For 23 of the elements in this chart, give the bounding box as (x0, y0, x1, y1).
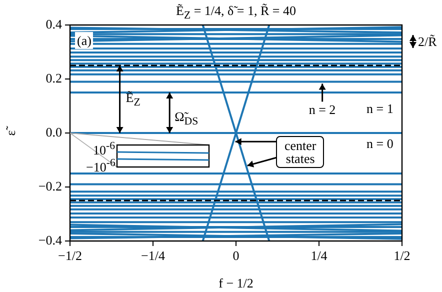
y-tick-label: −0.2 (38, 178, 62, 194)
x-axis-title: f − 1/2 (218, 276, 254, 291)
annotation: center states (276, 136, 324, 168)
x-tick-label: −1/2 (58, 248, 82, 264)
y-axis-title: ε̃ (3, 125, 18, 136)
annotation: n = 1 (366, 100, 394, 116)
annotation: 10$^{-6}$ (93, 140, 116, 157)
y-tick-label: 0.0 (46, 124, 62, 140)
chart-title: Ẽ$_{Z}$ = 1/4, δ̃ = 1, R̃ = 40 (175, 3, 297, 22)
text: 2/R̃ (418, 34, 437, 48)
annotation: Ẽ$_{Z}$ (126, 90, 140, 108)
y-tick-label: 0.2 (46, 70, 62, 86)
annotation: −10$^{-6}$ (86, 156, 116, 174)
annotation: n = 2 (308, 102, 336, 118)
x-tick-label: 1/2 (394, 248, 410, 264)
x-tick-label: 1/4 (310, 248, 328, 264)
annotation: n = 0 (366, 136, 394, 150)
x-tick-label: −1/4 (141, 248, 166, 264)
y-tick-label: −0.4 (38, 232, 62, 248)
annotation: (a) (75, 32, 94, 48)
annotation: Ω̃$_{DS}$ (174, 109, 198, 128)
x-tick-label: 0 (232, 248, 240, 264)
y-tick-label: 0.4 (46, 16, 62, 32)
